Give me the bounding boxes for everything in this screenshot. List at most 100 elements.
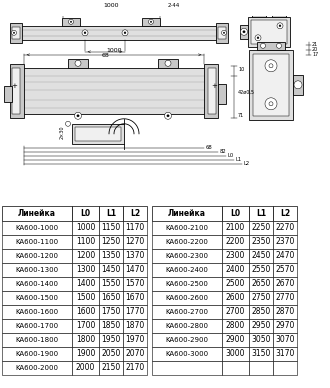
Text: 1800: 1800 [76, 335, 95, 345]
Bar [99, 291, 123, 305]
Bar [272, 11, 286, 17]
Bar [123, 347, 147, 361]
Text: 1450: 1450 [101, 265, 121, 274]
Text: 2350: 2350 [251, 237, 271, 246]
Text: KA600-1500: KA600-1500 [16, 295, 58, 301]
Bar [152, 347, 222, 361]
Bar [249, 235, 273, 249]
Text: KA600-1800: KA600-1800 [16, 337, 58, 343]
Bar [99, 221, 123, 235]
Bar [152, 277, 222, 291]
Text: 1170: 1170 [125, 223, 145, 232]
Text: KA600-3000: KA600-3000 [165, 351, 209, 357]
Bar [99, 206, 123, 221]
Circle shape [255, 35, 261, 41]
Bar [72, 277, 99, 291]
Bar [222, 361, 249, 375]
Text: Линейка: Линейка [18, 209, 56, 218]
Bar [72, 124, 124, 144]
Bar [62, 18, 80, 26]
Bar [222, 305, 249, 319]
Bar [158, 59, 178, 68]
Text: 1770: 1770 [125, 307, 145, 316]
Circle shape [260, 43, 266, 48]
Bar [123, 319, 147, 333]
Circle shape [148, 19, 153, 24]
Text: KA600-2500: KA600-2500 [166, 281, 209, 287]
Bar [152, 333, 222, 347]
Bar [142, 18, 160, 26]
Text: 1350: 1350 [101, 251, 121, 260]
Text: 1600: 1600 [76, 307, 95, 316]
Bar [218, 84, 226, 104]
Bar [18, 26, 220, 40]
Bar [99, 277, 123, 291]
Text: 1850: 1850 [101, 321, 121, 330]
Bar [123, 263, 147, 277]
Text: 2250: 2250 [251, 223, 271, 232]
Text: L0: L0 [227, 153, 234, 158]
Text: 1550: 1550 [101, 279, 121, 288]
Bar [152, 319, 222, 333]
Circle shape [84, 32, 86, 34]
Text: 3000: 3000 [226, 350, 245, 359]
Text: 3070: 3070 [275, 335, 295, 345]
Bar [273, 221, 297, 235]
Bar [123, 249, 147, 263]
Circle shape [165, 60, 171, 66]
Bar [123, 333, 147, 347]
Bar [123, 291, 147, 305]
Bar [249, 50, 293, 120]
Bar [99, 305, 123, 319]
Bar [152, 291, 222, 305]
Circle shape [65, 121, 71, 126]
Bar [123, 235, 147, 249]
Circle shape [164, 112, 172, 119]
Text: 1300: 1300 [76, 265, 95, 274]
Bar [222, 347, 249, 361]
Text: 2650: 2650 [251, 279, 271, 288]
Text: Линейка: Линейка [168, 209, 206, 218]
Text: L2: L2 [280, 209, 290, 218]
Text: L0: L0 [230, 209, 241, 218]
Circle shape [257, 12, 261, 16]
Bar [152, 361, 222, 375]
Text: 17: 17 [312, 52, 318, 57]
Bar [123, 221, 147, 235]
Circle shape [269, 64, 273, 68]
Text: 1970: 1970 [125, 335, 145, 345]
Bar [2, 235, 72, 249]
Text: 1870: 1870 [125, 321, 145, 330]
Text: 1250: 1250 [101, 237, 121, 246]
Text: 2070: 2070 [125, 350, 145, 359]
Bar [10, 64, 24, 118]
Text: 2770: 2770 [275, 293, 295, 302]
Bar [249, 206, 273, 221]
Bar [273, 361, 297, 375]
Bar [72, 333, 99, 347]
Text: 1750: 1750 [101, 307, 121, 316]
Text: 2400: 2400 [226, 265, 245, 274]
Text: 3050: 3050 [251, 335, 271, 345]
Text: 3150: 3150 [251, 350, 271, 359]
Bar [249, 333, 273, 347]
Text: KA600-1900: KA600-1900 [16, 351, 58, 357]
Text: 21: 21 [312, 42, 318, 47]
Bar [99, 235, 123, 249]
Bar [249, 305, 273, 319]
Text: KA600-1700: KA600-1700 [16, 323, 58, 329]
Bar [2, 291, 72, 305]
Text: KA600-2200: KA600-2200 [166, 239, 209, 245]
Bar [152, 235, 222, 249]
Bar [152, 263, 222, 277]
Bar [222, 249, 249, 263]
Circle shape [277, 23, 283, 29]
Text: 1000: 1000 [104, 3, 119, 8]
Text: +: + [11, 83, 17, 89]
Text: L0: L0 [81, 209, 90, 218]
Bar [99, 319, 123, 333]
Circle shape [75, 112, 82, 119]
Bar [4, 86, 12, 102]
Bar [2, 221, 72, 235]
Bar [222, 333, 249, 347]
